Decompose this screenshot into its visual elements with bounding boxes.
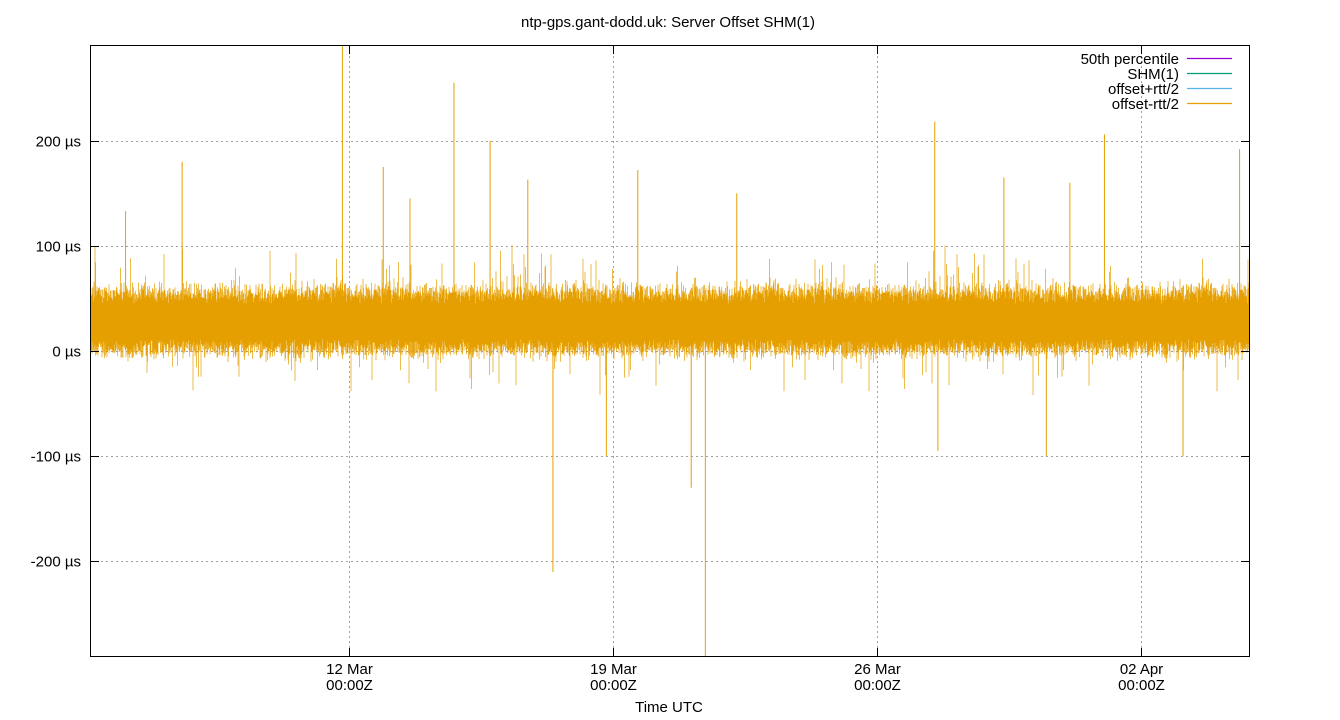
y-tick-label: 200 µs	[36, 134, 81, 151]
x-axis-label: Time UTC	[635, 699, 703, 716]
legend: 50th percentileSHM(1)offset+rtt/2offset-…	[1081, 51, 1232, 113]
x-tick-sublabel: 00:00Z	[1118, 677, 1165, 694]
x-tick-sublabel: 00:00Z	[590, 677, 637, 694]
x-tick-label: 26 Mar	[854, 661, 901, 678]
x-tick-sublabel: 00:00Z	[326, 677, 373, 694]
x-tick-label: 12 Mar	[326, 661, 373, 678]
y-tick-label: 0 µs	[52, 344, 81, 361]
x-tick-label: 02 Apr	[1120, 661, 1163, 678]
y-tick-label: -200 µs	[31, 554, 81, 571]
legend-label: offset-rtt/2	[1112, 96, 1179, 113]
y-tick-label: -100 µs	[31, 449, 81, 466]
y-tick-label: 100 µs	[36, 239, 81, 256]
legend-label: 50th percentile	[1081, 51, 1179, 68]
x-tick-sublabel: 00:00Z	[854, 677, 901, 694]
series-offset-rtt-2-band	[90, 245, 1250, 395]
legend-label: offset+rtt/2	[1108, 81, 1179, 98]
data-layer	[90, 46, 1250, 656]
plot-frame	[90, 45, 1250, 657]
x-tick-label: 19 Mar	[590, 661, 637, 678]
y-axis: 200 µs 100 µs 0 µs -100 µs -200 µs	[31, 134, 1249, 571]
legend-label: SHM(1)	[1127, 66, 1179, 83]
chart-title: ntp-gps.gant-dodd.uk: Server Offset SHM(…	[521, 14, 815, 31]
